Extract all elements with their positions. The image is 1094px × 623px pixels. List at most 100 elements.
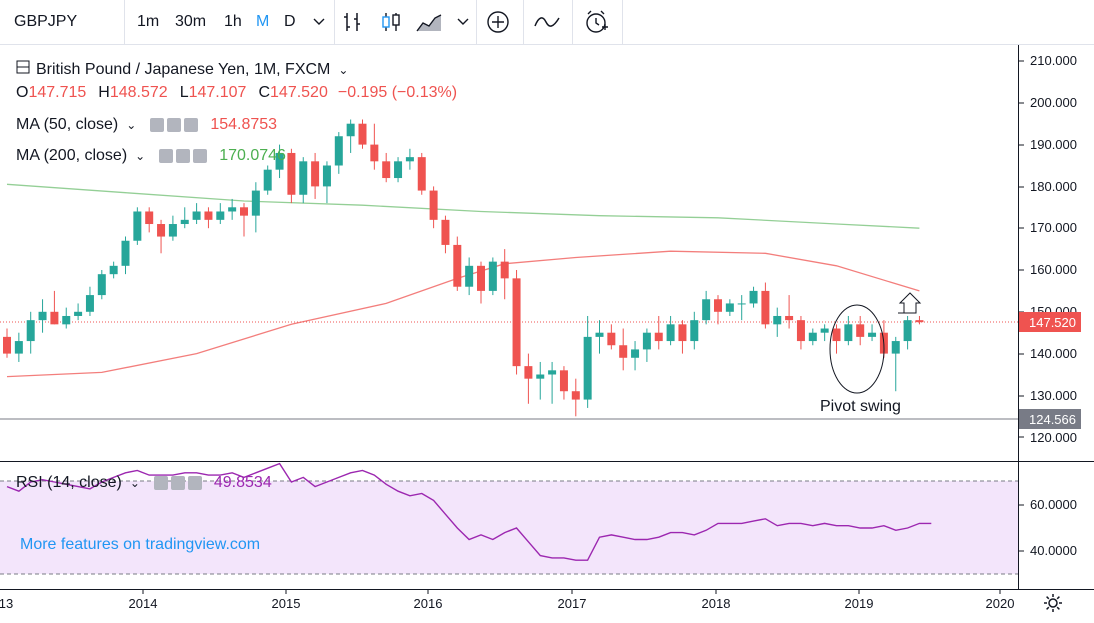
rsi-line bbox=[6, 462, 932, 561]
candle-chart-type-icon[interactable] bbox=[376, 0, 406, 44]
candle-body bbox=[844, 324, 853, 342]
ma200-label[interactable]: MA (200, close) bbox=[16, 147, 128, 164]
candles bbox=[3, 119, 924, 417]
interval-1D[interactable]: D bbox=[284, 13, 296, 30]
ma50-controls[interactable] bbox=[150, 118, 199, 132]
interval-1m[interactable]: 1m bbox=[137, 13, 160, 30]
rsi-tick-label: 60.0000 bbox=[1030, 497, 1077, 512]
candle-body bbox=[441, 219, 450, 245]
ma50-legend: MA (50, close) ⌄ 154.8753 bbox=[16, 116, 277, 134]
candle-body bbox=[417, 157, 426, 191]
settings-icon bbox=[167, 118, 182, 132]
pivot-swing-annotation[interactable]: Pivot swing bbox=[820, 398, 901, 415]
interval-chevron-down-icon[interactable] bbox=[304, 0, 334, 44]
candle-body bbox=[773, 315, 782, 325]
time-tick-label: 2017 bbox=[557, 596, 587, 611]
toolbar-divider bbox=[124, 0, 125, 44]
alert-clock-icon[interactable] bbox=[582, 0, 612, 44]
candle-body bbox=[796, 320, 805, 342]
candle-body bbox=[168, 224, 177, 237]
price-tick-label: 180.000 bbox=[1030, 179, 1077, 194]
candle-body bbox=[631, 349, 640, 358]
candle-body bbox=[62, 315, 71, 325]
candle-body bbox=[868, 332, 877, 337]
series-title[interactable]: British Pound / Japanese Yen, 1M, FXCM bbox=[36, 60, 331, 78]
candle-body bbox=[192, 211, 201, 220]
time-tick-label: 13 bbox=[0, 596, 14, 611]
time-tick-label: 2015 bbox=[271, 596, 301, 611]
ma50-label[interactable]: MA (50, close) bbox=[16, 116, 119, 133]
ohlc-row: O 147.715 H 148.572 L 147.107 C 147.520 … bbox=[16, 84, 457, 102]
price-tick-label: 200.000 bbox=[1030, 95, 1077, 110]
remove-icon bbox=[193, 149, 208, 163]
rsi-label[interactable]: RSI (14, close) bbox=[16, 474, 122, 491]
candle-body bbox=[903, 320, 912, 342]
bar-chart-type-icon[interactable] bbox=[338, 0, 368, 44]
up-arrow-shape bbox=[898, 292, 922, 314]
open-label: O bbox=[16, 84, 29, 101]
series-chevron-down-icon[interactable]: ⌄ bbox=[338, 62, 349, 77]
rsi-chevron-down-icon[interactable]: ⌄ bbox=[129, 476, 140, 490]
candle-body bbox=[702, 299, 711, 321]
candle-body bbox=[50, 311, 59, 325]
settings-gear-icon[interactable] bbox=[1043, 593, 1063, 618]
candle-body bbox=[3, 336, 11, 354]
interval-1h[interactable]: 1h bbox=[224, 13, 242, 30]
candle-body bbox=[322, 165, 331, 187]
candle-body bbox=[583, 336, 592, 400]
candle-body bbox=[761, 290, 770, 325]
change-value: −0.195 (−0.13%) bbox=[337, 84, 458, 101]
candle-body bbox=[382, 161, 391, 179]
more-features-link[interactable]: More features on tradingview.com bbox=[20, 536, 261, 553]
candle-body bbox=[915, 320, 924, 323]
chart-type-chevron-down-icon[interactable] bbox=[448, 0, 478, 44]
collapse-legend-icon[interactable] bbox=[16, 60, 30, 79]
ma200-controls[interactable] bbox=[159, 149, 208, 163]
candle-body bbox=[654, 332, 663, 342]
candle-body bbox=[240, 207, 248, 216]
low-value: 147.107 bbox=[188, 84, 247, 101]
candle-body bbox=[228, 207, 237, 212]
ma200-chevron-down-icon[interactable]: ⌄ bbox=[135, 149, 146, 163]
interval-30m[interactable]: 30m bbox=[175, 13, 207, 30]
area-chart-type-icon[interactable] bbox=[414, 0, 444, 44]
settings-icon bbox=[170, 476, 185, 490]
candle-body bbox=[607, 332, 616, 346]
candle-body bbox=[571, 391, 580, 400]
candle-body bbox=[548, 370, 557, 375]
candle-body bbox=[595, 332, 604, 337]
pane-separator[interactable] bbox=[0, 461, 1094, 462]
candle-body bbox=[832, 328, 841, 342]
symbol-search[interactable]: GBPJPY bbox=[14, 13, 78, 30]
compare-plus-icon[interactable] bbox=[483, 0, 513, 44]
candle-body bbox=[97, 274, 106, 296]
candle-body bbox=[808, 332, 817, 342]
candle-body bbox=[299, 161, 308, 195]
open-value: 147.715 bbox=[28, 84, 87, 101]
candle-body bbox=[216, 211, 225, 220]
price-axis-border bbox=[1018, 45, 1019, 590]
indicators-icon[interactable] bbox=[532, 0, 562, 44]
ma50-chevron-down-icon[interactable]: ⌄ bbox=[126, 118, 137, 132]
remove-icon bbox=[184, 118, 199, 132]
candle-body bbox=[287, 152, 296, 195]
candle-body bbox=[85, 295, 94, 312]
level-price-badge: 124.566 bbox=[1019, 409, 1081, 429]
candle-body bbox=[275, 152, 284, 170]
ma50-value: 154.8753 bbox=[210, 116, 278, 133]
close-value: 147.520 bbox=[270, 84, 328, 101]
ma200-line bbox=[6, 183, 920, 229]
rsi-controls[interactable] bbox=[153, 476, 202, 490]
rsi-tick-label: 40.0000 bbox=[1030, 543, 1077, 558]
candle-body bbox=[891, 341, 900, 354]
remove-icon bbox=[187, 476, 202, 490]
time-axis-border bbox=[0, 589, 1094, 590]
current-price-badge: 147.520 bbox=[1019, 312, 1081, 332]
interval-1M-active[interactable]: M bbox=[256, 13, 270, 30]
high-value: 148.572 bbox=[109, 84, 168, 101]
candle-body bbox=[820, 328, 829, 333]
candle-body bbox=[14, 341, 23, 354]
candle-body bbox=[619, 345, 628, 358]
time-tick-label: 2019 bbox=[844, 596, 874, 611]
